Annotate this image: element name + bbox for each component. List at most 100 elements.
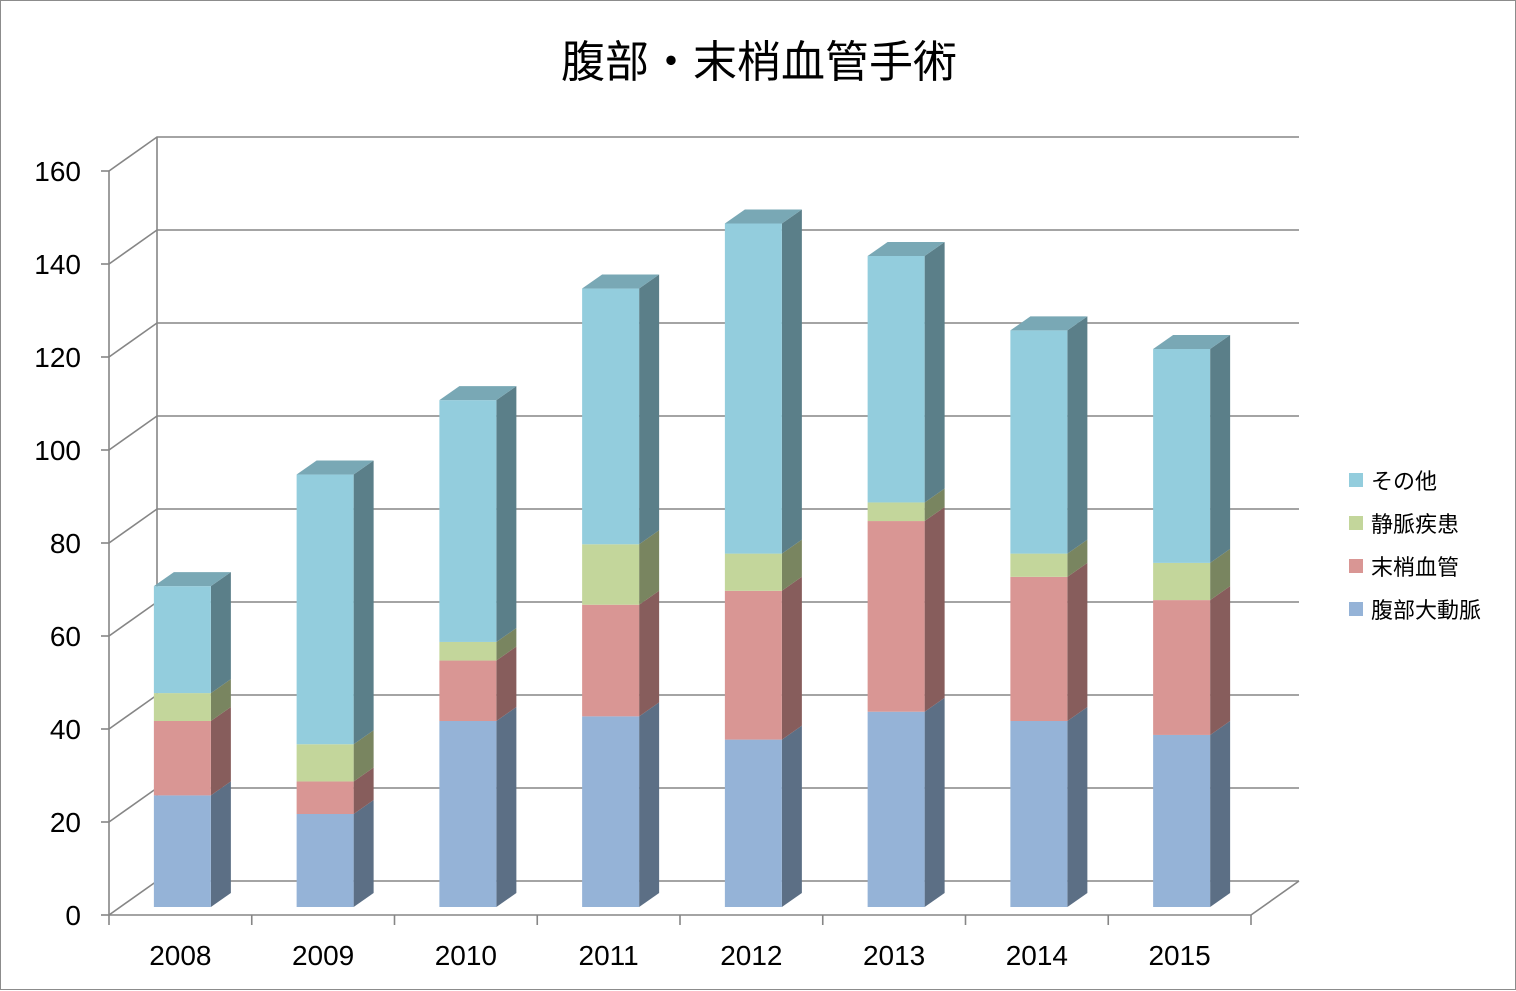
bar-segment bbox=[439, 627, 517, 661]
bar-side bbox=[924, 242, 945, 503]
bar-side bbox=[924, 507, 945, 712]
bar-segment bbox=[724, 576, 802, 740]
legend-swatch bbox=[1349, 559, 1363, 573]
bar-side bbox=[210, 572, 231, 694]
y-tick-label: 60 bbox=[50, 621, 81, 652]
x-axis-labels: 2008 2009 2010 2011 2012 2013 2014 2015 bbox=[108, 915, 1252, 971]
bar-segment bbox=[1153, 586, 1231, 735]
bar-segment bbox=[296, 460, 374, 745]
bar-front bbox=[439, 660, 497, 721]
bar-side bbox=[1067, 562, 1088, 721]
bar-side bbox=[496, 386, 517, 642]
x-tick-label: 2011 bbox=[579, 940, 639, 971]
bar-segment bbox=[1153, 720, 1231, 907]
bar-segment bbox=[153, 572, 231, 694]
legend-label: 静脈疾患 bbox=[1371, 513, 1459, 538]
bar-front bbox=[582, 604, 640, 717]
bar-side bbox=[1210, 586, 1231, 735]
legend-item: 末梢血管 bbox=[1349, 556, 1459, 581]
bar-segment bbox=[153, 679, 231, 721]
bar-side bbox=[924, 488, 945, 522]
bar-front bbox=[439, 641, 497, 661]
x-tick-label: 2014 bbox=[1006, 940, 1068, 971]
bar-segment bbox=[582, 274, 660, 545]
gridlines bbox=[108, 136, 1299, 916]
bar-side bbox=[1210, 720, 1231, 907]
bar-side bbox=[353, 730, 374, 782]
bar-top bbox=[582, 274, 660, 289]
bar-front bbox=[1153, 600, 1211, 735]
plot-walls bbox=[108, 137, 1300, 916]
bar-front bbox=[724, 590, 782, 740]
bar-front bbox=[724, 553, 782, 591]
x-tick-label: 2015 bbox=[1148, 940, 1210, 971]
chart-title: 腹部・末梢血管手術 bbox=[561, 37, 957, 88]
gridline bbox=[108, 694, 1299, 730]
bar-front bbox=[439, 400, 497, 642]
floor-edge bbox=[109, 880, 1300, 916]
legend-item: 静脈疾患 bbox=[1349, 513, 1459, 538]
bar-front bbox=[1153, 562, 1211, 601]
bar-front bbox=[867, 256, 925, 503]
bar-front bbox=[1010, 721, 1068, 907]
x-tick-label: 2012 bbox=[720, 940, 782, 971]
bar-front bbox=[1153, 734, 1211, 907]
bar-top bbox=[867, 242, 945, 256]
bar-front bbox=[1153, 349, 1211, 563]
bar-segment bbox=[439, 707, 517, 907]
bar-segment bbox=[867, 507, 945, 712]
gridline bbox=[108, 508, 1299, 544]
bar-segment bbox=[582, 590, 660, 717]
bar-segment bbox=[296, 800, 374, 907]
y-tick-label: 100 bbox=[34, 435, 81, 466]
bar-segment bbox=[867, 242, 945, 503]
bar-front bbox=[867, 521, 925, 712]
bar-side bbox=[639, 590, 660, 717]
x-tick-label: 2010 bbox=[435, 940, 497, 971]
bar-side bbox=[1210, 548, 1231, 601]
bar-segment bbox=[1153, 548, 1231, 601]
bar-segment bbox=[724, 725, 802, 907]
legend-swatch bbox=[1349, 516, 1363, 530]
bar-segment bbox=[1153, 335, 1231, 563]
gridline bbox=[108, 787, 1299, 823]
y-axis-ticks: 0 20 40 60 80 100 120 140 160 bbox=[34, 156, 109, 931]
bar-side bbox=[353, 767, 374, 814]
bar-front bbox=[439, 721, 497, 907]
bar-side bbox=[1067, 316, 1088, 554]
gridline bbox=[108, 880, 1299, 916]
bar-segment bbox=[867, 488, 945, 522]
bar-segment bbox=[724, 209, 802, 554]
bar-segment bbox=[1010, 562, 1088, 721]
bar-front bbox=[582, 544, 640, 605]
bar-segment bbox=[439, 386, 517, 642]
gridline bbox=[108, 415, 1299, 451]
bar-front bbox=[867, 711, 925, 907]
bar-top bbox=[1010, 316, 1088, 331]
bar-side bbox=[924, 697, 945, 907]
bar-segment bbox=[582, 702, 660, 907]
legend-item: その他 bbox=[1349, 470, 1437, 495]
legend-item: 腹部大動脈 bbox=[1349, 599, 1481, 624]
bars bbox=[153, 209, 1231, 907]
bar-segment bbox=[1010, 539, 1088, 577]
gridline bbox=[108, 229, 1299, 265]
bar-side bbox=[353, 460, 374, 745]
bar-front bbox=[296, 474, 354, 745]
bar-top bbox=[724, 209, 802, 224]
bar-segment bbox=[724, 539, 802, 591]
bar-front bbox=[582, 716, 640, 907]
legend-swatch bbox=[1349, 602, 1363, 616]
bar-side bbox=[496, 627, 517, 661]
bar-front bbox=[582, 288, 640, 545]
bar-side bbox=[639, 530, 660, 605]
bar-front bbox=[724, 223, 782, 554]
y-tick-label: 0 bbox=[65, 900, 81, 931]
bar-side bbox=[210, 781, 231, 907]
bar-segment bbox=[153, 781, 231, 907]
bar-side bbox=[210, 707, 231, 796]
bar-segment bbox=[439, 646, 517, 721]
bar-top bbox=[439, 386, 517, 401]
bar-side bbox=[496, 707, 517, 907]
